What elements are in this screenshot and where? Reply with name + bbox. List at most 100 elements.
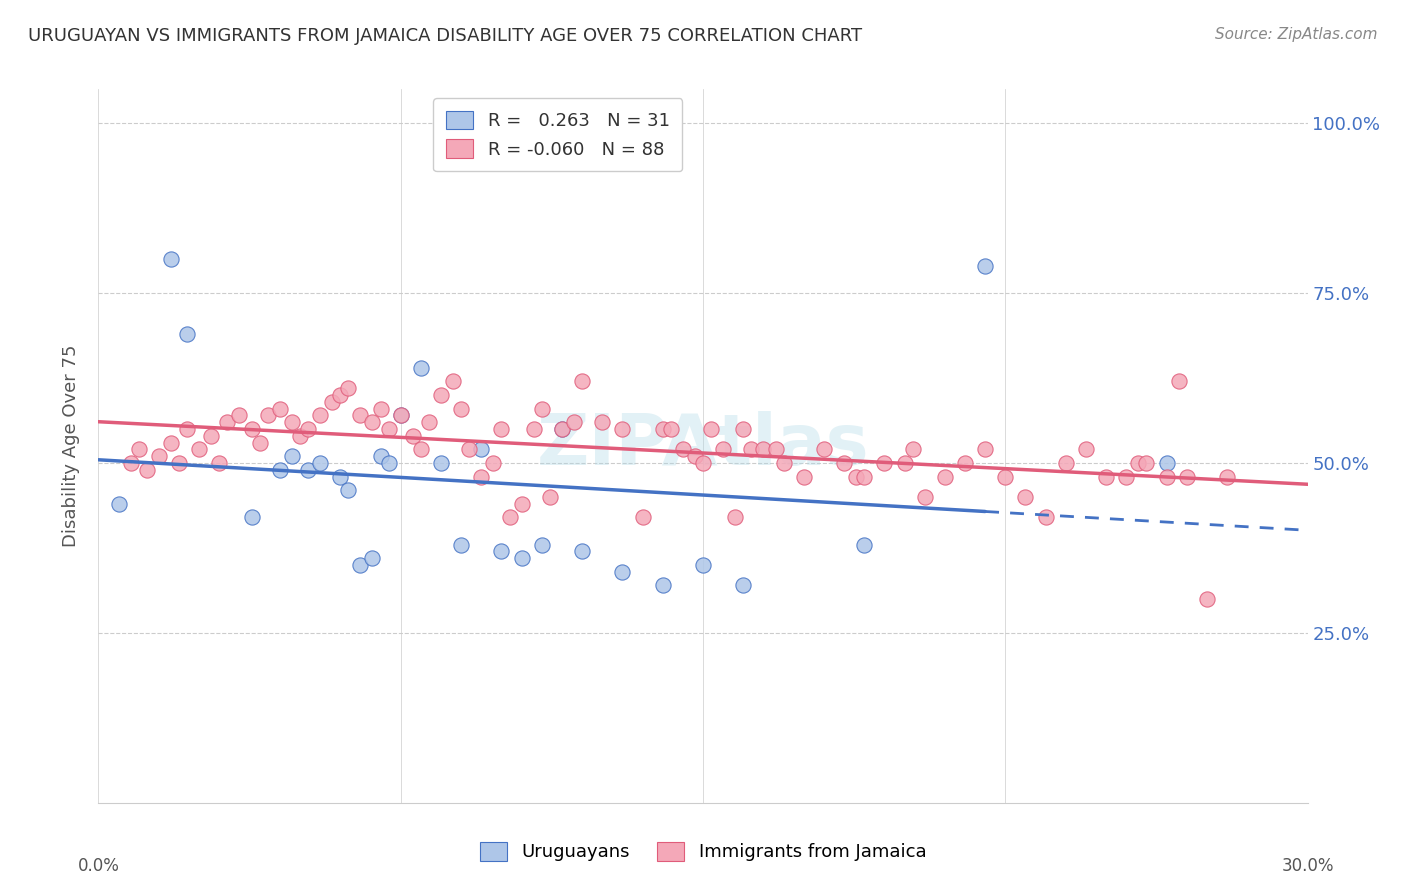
Point: [651, 422, 673, 436]
Point: [329, 388, 352, 402]
Point: [659, 422, 682, 436]
Point: [450, 537, 472, 551]
Point: [772, 456, 794, 470]
Point: [256, 409, 278, 423]
Point: [418, 415, 440, 429]
Point: [135, 463, 157, 477]
Point: [813, 442, 835, 457]
Point: [853, 469, 876, 483]
Point: [1095, 469, 1118, 483]
Point: [510, 497, 533, 511]
Point: [1195, 591, 1218, 606]
Point: [208, 456, 231, 470]
Point: [370, 401, 392, 416]
Point: [200, 429, 222, 443]
Point: [228, 409, 250, 423]
Point: [458, 442, 481, 457]
Point: [249, 435, 271, 450]
Text: 0.0%: 0.0%: [77, 857, 120, 875]
Point: [901, 442, 924, 457]
Point: [309, 409, 332, 423]
Point: [683, 449, 706, 463]
Point: [1014, 490, 1036, 504]
Point: [672, 442, 695, 457]
Point: [389, 409, 412, 423]
Point: [914, 490, 936, 504]
Point: [724, 510, 747, 524]
Point: [934, 469, 956, 483]
Text: URUGUAYAN VS IMMIGRANTS FROM JAMAICA DISABILITY AGE OVER 75 CORRELATION CHART: URUGUAYAN VS IMMIGRANTS FROM JAMAICA DIS…: [28, 27, 862, 45]
Point: [571, 544, 593, 558]
Point: [530, 401, 553, 416]
Point: [188, 442, 211, 457]
Point: [530, 537, 553, 551]
Point: [1115, 469, 1137, 483]
Point: [1035, 510, 1057, 524]
Point: [361, 551, 384, 566]
Point: [470, 469, 492, 483]
Point: [288, 429, 311, 443]
Point: [692, 558, 714, 572]
Point: [1156, 469, 1178, 483]
Point: [1135, 456, 1157, 470]
Point: [1156, 456, 1178, 470]
Point: [711, 442, 734, 457]
Point: [160, 435, 183, 450]
Point: [1054, 456, 1077, 470]
Point: [402, 429, 425, 443]
Point: [329, 469, 352, 483]
Point: [591, 415, 613, 429]
Point: [994, 469, 1017, 483]
Point: [281, 449, 304, 463]
Point: [269, 463, 291, 477]
Point: [107, 497, 129, 511]
Point: [1216, 469, 1239, 483]
Point: [510, 551, 533, 566]
Point: [167, 456, 190, 470]
Point: [269, 401, 291, 416]
Point: [740, 442, 762, 457]
Y-axis label: Disability Age Over 75: Disability Age Over 75: [62, 344, 80, 548]
Point: [409, 360, 432, 375]
Point: [389, 409, 412, 423]
Point: [551, 422, 574, 436]
Legend: Uruguayans, Immigrants from Jamaica: Uruguayans, Immigrants from Jamaica: [467, 830, 939, 874]
Point: [321, 394, 343, 409]
Point: [430, 456, 453, 470]
Point: [873, 456, 896, 470]
Point: [297, 463, 319, 477]
Point: [893, 456, 915, 470]
Point: [1128, 456, 1150, 470]
Point: [974, 259, 997, 273]
Point: [470, 442, 492, 457]
Point: [176, 422, 198, 436]
Point: [430, 388, 453, 402]
Point: [853, 537, 876, 551]
Point: [612, 422, 634, 436]
Point: [240, 510, 263, 524]
Point: [160, 252, 183, 266]
Point: [491, 544, 513, 558]
Point: [832, 456, 855, 470]
Legend: R =   0.263   N = 31, R = -0.060   N = 88: R = 0.263 N = 31, R = -0.060 N = 88: [433, 98, 682, 171]
Point: [482, 456, 505, 470]
Text: Source: ZipAtlas.com: Source: ZipAtlas.com: [1215, 27, 1378, 42]
Point: [765, 442, 787, 457]
Point: [349, 558, 371, 572]
Point: [441, 375, 464, 389]
Point: [571, 375, 593, 389]
Point: [845, 469, 868, 483]
Point: [700, 422, 723, 436]
Point: [176, 326, 198, 341]
Point: [562, 415, 585, 429]
Point: [523, 422, 546, 436]
Text: ZIPAtlas: ZIPAtlas: [537, 411, 869, 481]
Point: [297, 422, 319, 436]
Point: [1074, 442, 1097, 457]
Point: [361, 415, 384, 429]
Point: [409, 442, 432, 457]
Point: [337, 381, 360, 395]
Point: [953, 456, 976, 470]
Point: [551, 422, 574, 436]
Point: [974, 442, 997, 457]
